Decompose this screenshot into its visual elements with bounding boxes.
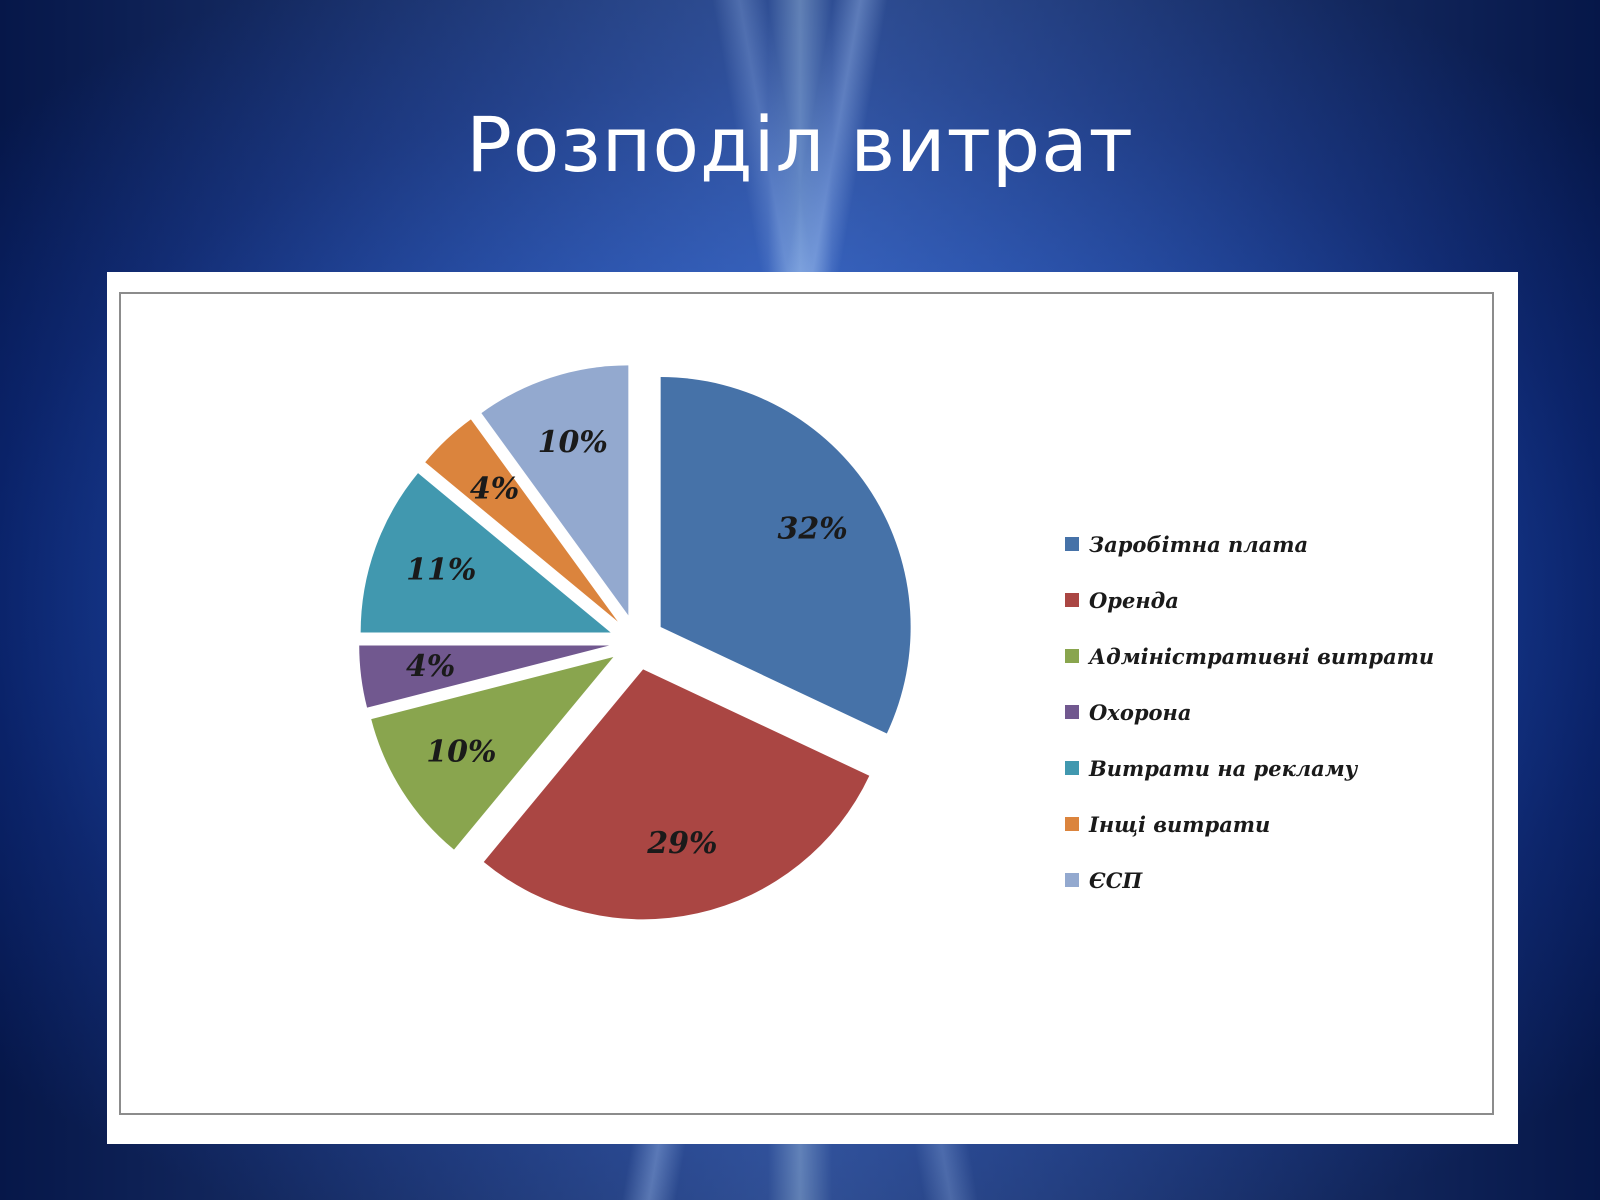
legend-label: Оренда — [1089, 587, 1179, 613]
legend-swatch — [1065, 649, 1079, 663]
legend-item: Адміністративні витрати — [1065, 628, 1434, 684]
legend-swatch — [1065, 873, 1079, 887]
chart-frame — [119, 292, 1494, 1115]
pie-slice-5 — [360, 473, 611, 633]
pie-slice-label-4: 4% — [406, 649, 455, 684]
legend-label: Заробітна плата — [1089, 531, 1309, 557]
slide-title: Розподіл витрат — [466, 100, 1134, 189]
pie-slice-7 — [481, 365, 629, 616]
legend-item: Охорона — [1065, 684, 1434, 740]
legend-label: ЄСП — [1089, 867, 1143, 893]
legend-swatch — [1065, 817, 1079, 831]
legend-item: Заробітна плата — [1065, 516, 1434, 572]
legend-swatch — [1065, 705, 1079, 719]
pie-slice-4 — [359, 645, 610, 708]
pie-slice-label-6: 4% — [470, 471, 519, 506]
pie-slice-label-7: 10% — [538, 425, 608, 460]
chart-panel: 32% 29% 10% 4% 11% 4% 10% — [107, 272, 1518, 1144]
legend-label: Інщі витрати — [1089, 811, 1271, 837]
pie-labels: 32% 29% 10% 4% 11% 4% 10% — [406, 425, 848, 861]
legend-swatch — [1065, 761, 1079, 775]
legend-label: Витрати на рекламу — [1089, 755, 1358, 781]
legend-swatch — [1065, 537, 1079, 551]
legend-label: Охорона — [1089, 699, 1192, 725]
pie-chart: 32% 29% 10% 4% 11% 4% 10% — [359, 365, 911, 920]
chart-legend: Заробітна плата Оренда Адміністративні вит… — [1065, 516, 1434, 908]
pie-slice-label-2: 29% — [646, 826, 717, 861]
legend-item: Інщі витрати — [1065, 796, 1434, 852]
legend-item: Оренда — [1065, 572, 1434, 628]
pie-slice-3 — [371, 657, 614, 850]
pie-slice-1 — [660, 376, 911, 734]
pie-slice-label-3: 10% — [426, 734, 496, 769]
legend-item: ЄСП — [1065, 852, 1434, 908]
pie-slice-label-5: 11% — [406, 553, 476, 588]
pie-slice-6 — [425, 419, 618, 622]
pie-slice-2 — [483, 669, 870, 920]
pie-slice-label-1: 32% — [777, 512, 847, 547]
legend-item: Витрати на рекламу — [1065, 740, 1434, 796]
legend-swatch — [1065, 593, 1079, 607]
pie-slices — [359, 365, 911, 920]
legend-label: Адміністративні витрати — [1089, 643, 1435, 669]
